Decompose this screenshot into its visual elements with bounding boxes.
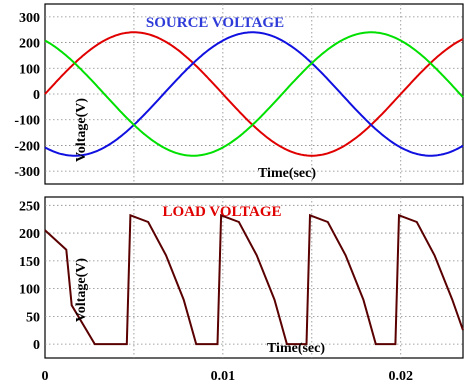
x-tick-label: 0	[42, 369, 49, 384]
x-tick-label: 0.02	[388, 369, 413, 384]
y-tick-label: 200	[19, 37, 40, 52]
source-voltage-panel: 300 200 100 0 -100 -200 -300 SOURCE VOLTAGE Vo…	[14, 3, 464, 185]
y-tick-label: 150	[19, 255, 40, 270]
load-series	[44, 213, 464, 346]
source-grid	[45, 4, 463, 184]
y-tick-label: 100	[19, 62, 40, 77]
y-tick-label: -100	[14, 114, 40, 129]
y-tick-label: 0	[33, 338, 40, 353]
load-y-ticks: 250 200 150 100 50 0	[19, 199, 40, 353]
y-tick-label: 300	[19, 11, 40, 26]
source-title: SOURCE VOLTAGE	[146, 15, 284, 31]
y-tick-label: 100	[19, 283, 40, 298]
x-tick-label: 0.01	[211, 369, 236, 384]
source-y-ticks: 300 200 100 0 -100 -200 -300	[14, 11, 40, 180]
y-tick-label: -200	[14, 139, 40, 154]
y-tick-label: 200	[19, 227, 40, 242]
load-grid	[45, 197, 463, 358]
load-title: LOAD VOLTAGE	[162, 204, 281, 220]
source-x-axis-label: Time(sec)	[258, 166, 316, 181]
load-voltage-line	[44, 213, 464, 346]
series-line-1	[44, 31, 464, 157]
y-tick-label: 250	[19, 199, 40, 214]
load-voltage-panel: 250 200 150 100 50 0 0 0.01 0.02 LOAD VOLTAGE V…	[19, 196, 464, 384]
load-plot-area	[44, 196, 464, 359]
y-tick-label: -300	[14, 165, 40, 180]
source-y-axis-label: Voltage(V)	[74, 98, 89, 162]
y-tick-label: 50	[26, 310, 40, 325]
load-x-axis-label: Time(sec)	[267, 341, 325, 356]
y-tick-label: 0	[33, 88, 40, 103]
load-y-axis-label: Voltage(V)	[74, 258, 89, 322]
source-series	[44, 31, 464, 157]
load-x-ticks: 0 0.01 0.02	[42, 369, 413, 384]
series-line-2	[44, 31, 464, 157]
series-line-3	[44, 31, 464, 157]
